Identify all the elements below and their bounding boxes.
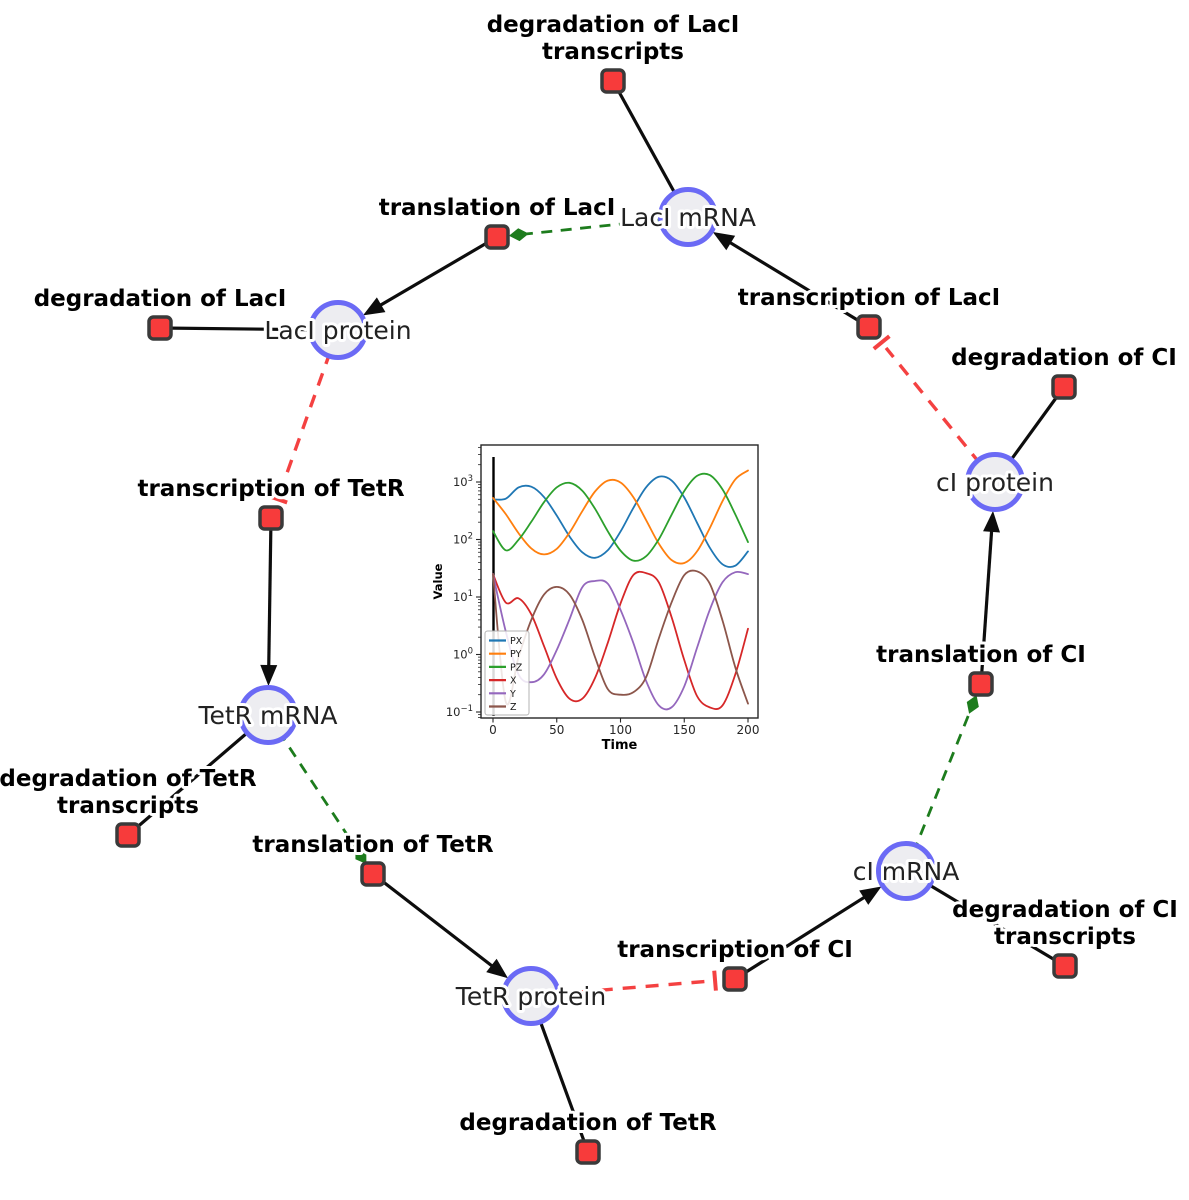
reaction-label-transl_lacI: translation of LacI (379, 195, 616, 221)
series-line-Z (492, 569, 749, 706)
svg-text:102: 102 (453, 532, 473, 547)
legend-label-PX: PX (510, 636, 523, 647)
species-label-lacI_protein: LacI protein (264, 316, 411, 345)
edge-tetR_mRNA-transl_tetR-diamond-icon (355, 847, 367, 864)
legend-label-Y: Y (509, 689, 516, 700)
reaction-label-deg_cI_tx: transcripts (994, 924, 1136, 950)
legend-box (484, 630, 530, 716)
edge-tetR_protein-txn_cI-tee-icon (712, 970, 718, 991)
series-line-PY (492, 469, 749, 565)
svg-text:150: 150 (673, 723, 696, 737)
reaction-node-transl_tetR[interactable] (360, 861, 386, 887)
svg-text:101: 101 (453, 589, 473, 604)
edge-transl_cI-cI_protein (979, 523, 994, 685)
edge-txn_lacI-lacI_mRNA-arrowhead-icon (712, 232, 736, 251)
chart-legend: PX PY PZ XYZ (484, 630, 530, 716)
svg-text:100: 100 (453, 647, 473, 662)
edge-cI_mRNA-transl_cI-diamond-icon (966, 695, 979, 714)
reaction-label-deg_tetR: degradation of TetR (459, 1110, 716, 1136)
reaction-label-txn_lacI: transcription of LacI (738, 285, 1001, 311)
reaction-node-deg_tetR_tx[interactable] (115, 822, 141, 848)
axis-ticks (476, 446, 749, 723)
edge-transl_lacI-lacI_protein (373, 235, 498, 311)
reaction-node-transl_cI[interactable] (968, 671, 994, 697)
reaction-label-transl_cI: translation of CI (876, 642, 1086, 668)
reaction-label-deg_lacI: degradation of LacI (34, 286, 287, 312)
edge-transl_tetR-tetR_protein (372, 872, 499, 972)
species-label-tetR_mRNA: TetR mRNA (197, 701, 337, 730)
reaction-node-txn_cI[interactable] (722, 966, 748, 992)
reaction-node-deg_lacI[interactable] (147, 315, 173, 341)
reaction-label-deg_lacI_tx: degradation of LacI (487, 12, 740, 38)
svg-text:103: 103 (453, 474, 473, 489)
legend-label-PZ: PZ (510, 662, 523, 673)
edge-txn_lacI-lacI_mRNA (723, 237, 870, 329)
svg-text:50: 50 (549, 723, 564, 737)
species-node-cI_mRNA[interactable] (876, 841, 936, 901)
species-node-tetR_mRNA[interactable] (238, 685, 298, 745)
svg-text:100: 100 (609, 723, 632, 737)
edge-cI_protein-txn_lacI-tee-icon (872, 334, 891, 351)
reaction-label-deg_tetR_tx: degradation of TetR (0, 766, 257, 792)
edge-txn_tetR-tetR_mRNA (267, 517, 273, 674)
reaction-label-deg_cI_tx: degradation of CI (952, 897, 1178, 923)
series-line-Y (492, 570, 749, 711)
reaction-node-txn_lacI[interactable] (856, 314, 882, 340)
legend-label-X: X (510, 676, 517, 687)
reaction-node-deg_tetR[interactable] (575, 1139, 601, 1165)
species-label-cI_mRNA: cI mRNA (853, 857, 960, 886)
timecourse-chart: 0 50 100 150 20010−1100101102103TimeValuePXP… (431, 444, 760, 753)
reaction-label-transl_tetR: translation of TetR (252, 832, 493, 858)
legend-label-Z: Z (510, 702, 517, 713)
species-node-lacI_protein[interactable] (308, 300, 368, 360)
edge-transl_tetR-tetR_protein-arrowhead-icon (486, 958, 509, 979)
series-line-X (492, 570, 749, 710)
edge-lacI_mRNA-transl_lacI-diamond-icon (508, 228, 529, 242)
x-axis-label: Time (602, 738, 638, 753)
inset-plot-panel: 0 50 100 150 200 10−1 100 101 102 103 Time Value PX P… (430, 430, 770, 762)
edge-tetR_mRNA-deg_tetR_tx (126, 713, 270, 837)
axes-spines (480, 444, 759, 719)
svg-text:0: 0 (489, 723, 497, 737)
species-label-lacI_mRNA: LacI mRNA (620, 203, 756, 232)
svg-text:200: 200 (737, 723, 760, 737)
species-node-lacI_mRNA[interactable] (658, 187, 718, 247)
labels-layer: LacI mRNA LacI protein TetR mRNA TetR prote… (0, 9, 1181, 1139)
reaction-node-deg_cI_tx[interactable] (1052, 953, 1078, 979)
species-node-tetR_protein[interactable] (501, 966, 561, 1026)
edge-txn_cI-cI_mRNA-arrowhead-icon (859, 886, 882, 905)
svg-text:10−1: 10−1 (446, 704, 473, 719)
nodes-layer (115, 68, 1078, 1165)
reaction-node-transl_lacI[interactable] (484, 224, 510, 250)
edge-cI_mRNA-deg_cI_tx (905, 869, 1066, 968)
reaction-node-txn_tetR[interactable] (258, 505, 284, 531)
plot-area (492, 457, 749, 716)
reaction-label-txn_tetR: transcription of TetR (137, 476, 404, 502)
series-line-PZ (492, 472, 749, 562)
species-node-cI_protein[interactable] (965, 452, 1025, 512)
species-label-tetR_protein: TetR protein (455, 982, 606, 1011)
reaction-node-deg_lacI_tx[interactable] (600, 68, 626, 94)
edge-txn_tetR-tetR_mRNA-arrowhead-icon (260, 664, 278, 687)
reaction-label-deg_cI: degradation of CI (951, 345, 1177, 371)
reaction-node-deg_cI[interactable] (1051, 374, 1077, 400)
legend-label-PY: PY (510, 649, 522, 660)
edge-txn_cI-cI_mRNA (734, 892, 872, 981)
edge-transl_lacI-lacI_protein-arrowhead-icon (363, 297, 386, 316)
species-label-cI_protein: cI protein (936, 468, 1054, 497)
series-line-PX (492, 475, 749, 568)
y-axis-label: Value (431, 563, 445, 599)
reaction-label-txn_cI: transcription of CI (617, 937, 853, 963)
edge-transl_cI-cI_protein-arrowhead-icon (983, 510, 1001, 533)
reaction-label-deg_lacI_tx: transcripts (542, 39, 684, 65)
reaction-label-deg_tetR_tx: transcripts (57, 793, 199, 819)
edge-lacI_protein-txn_tetR-tee-icon (267, 493, 288, 505)
